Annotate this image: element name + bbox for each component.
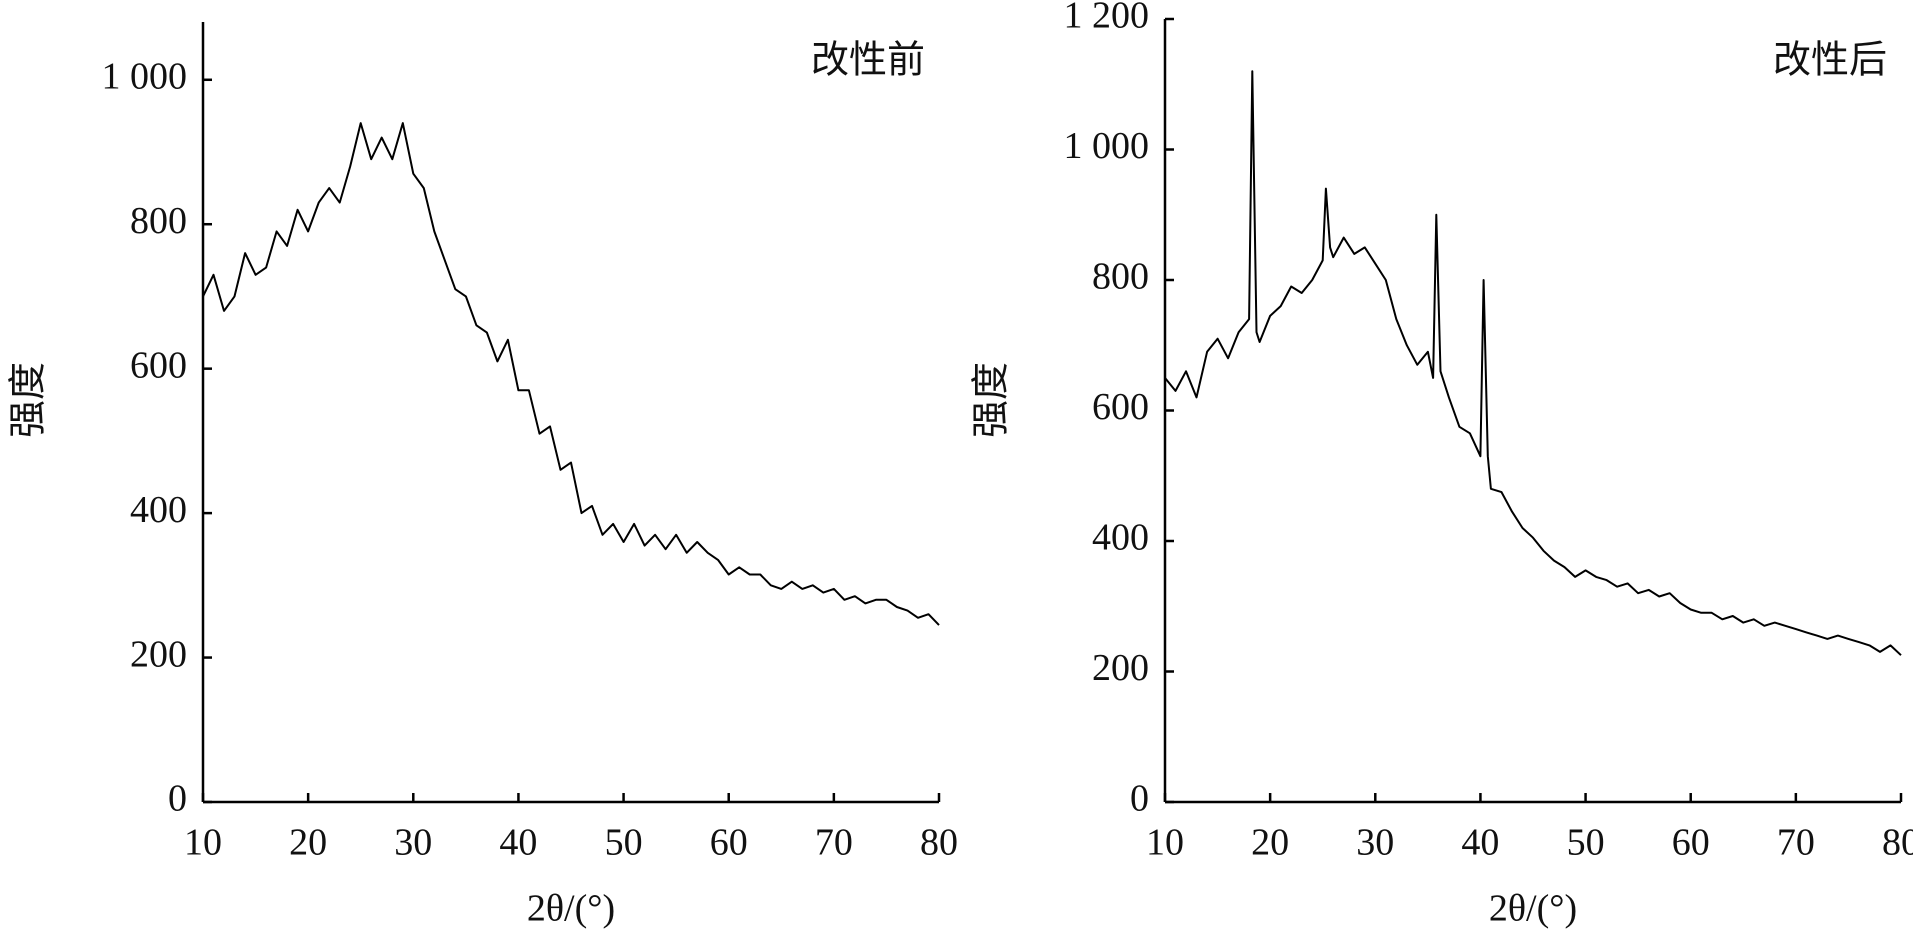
panel: 0 200 400 600 800 1 000 1 200 10 20 30 40 50 60 70 80 2…: [971, 0, 1913, 930]
annotation: 改性后: [1773, 40, 1887, 82]
panel: 0 200 400 600 800 1 000 10 20 30 40 50 60 70 80 2θ/(°)…: [8, 22, 958, 930]
y-tick-label: 1 000: [1064, 125, 1150, 167]
x-tick-label: 60: [710, 822, 748, 864]
y-tick-label: 1 200: [1064, 0, 1150, 37]
x-tick-label: 30: [394, 822, 432, 864]
y-tick-label: 0: [1130, 778, 1149, 820]
x-tick-label: 70: [1777, 822, 1815, 864]
y-axis-label: 强度: [971, 362, 1013, 438]
y-tick-label: 1 000: [102, 55, 188, 97]
y-tick-label: 200: [130, 633, 187, 675]
y-tick-label: 200: [1092, 647, 1149, 689]
x-tick-label: 60: [1672, 822, 1710, 864]
x-tick-label: 40: [1461, 822, 1499, 864]
x-tick-label: 50: [605, 822, 643, 864]
x-tick-label: 50: [1567, 822, 1605, 864]
x-axis-label: 2θ/(°): [1489, 888, 1577, 930]
y-tick-label: 800: [130, 200, 187, 242]
y-tick-label: 600: [1092, 386, 1149, 428]
x-axis-label: 2θ/(°): [527, 888, 615, 930]
x-tick-label: 70: [815, 822, 853, 864]
y-tick-label: 400: [130, 489, 187, 531]
data-line: [202, 122, 940, 626]
y-tick-label: 0: [168, 778, 187, 820]
y-tick-label: 800: [1092, 256, 1149, 298]
x-tick-label: 30: [1356, 822, 1394, 864]
y-tick-label: 400: [1092, 517, 1149, 559]
data-line: [1164, 70, 1902, 656]
x-tick-label: 80: [920, 822, 958, 864]
x-tick-label: 40: [499, 822, 537, 864]
annotation: 改性前: [811, 40, 925, 82]
y-axis-label: 强度: [8, 362, 50, 438]
x-tick-label: 10: [1146, 822, 1184, 864]
x-tick-label: 20: [289, 822, 327, 864]
x-tick-label: 10: [184, 822, 222, 864]
y-tick-label: 600: [130, 344, 187, 386]
x-tick-label: 20: [1251, 822, 1289, 864]
x-tick-label: 80: [1882, 822, 1913, 864]
